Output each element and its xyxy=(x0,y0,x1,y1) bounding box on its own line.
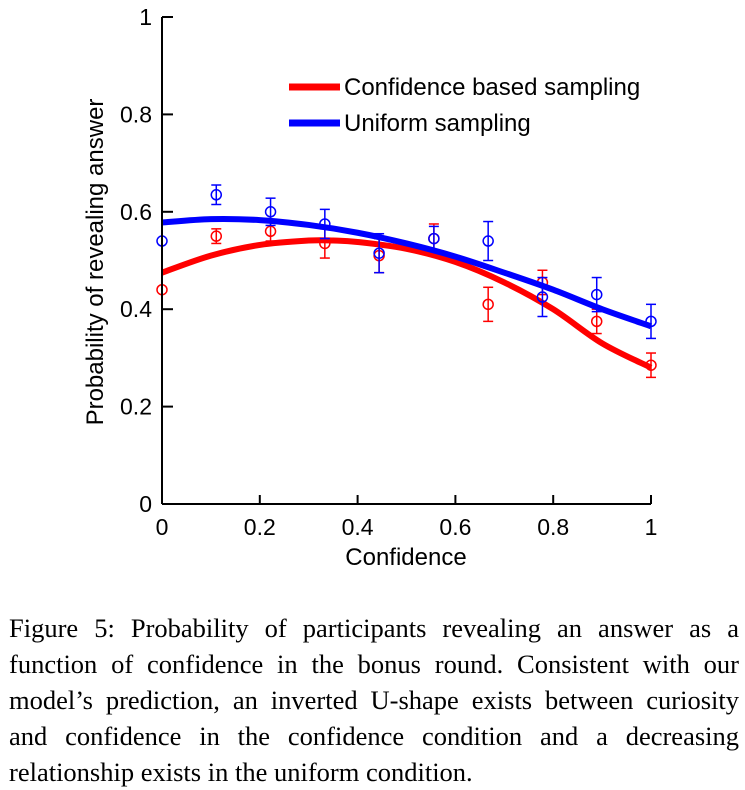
data-point xyxy=(590,288,603,301)
y-tick-label: 0.4 xyxy=(120,296,152,322)
x-ticks: 0 0.2 0.4 0.6 0.8 1 xyxy=(156,495,658,540)
series-1 xyxy=(156,184,657,340)
x-tick-label: 0 xyxy=(156,514,169,540)
data-point xyxy=(373,247,385,259)
y-axis-label: Probability of revealing answer xyxy=(82,99,109,426)
data-point xyxy=(482,298,494,311)
y-tick-label: 0.6 xyxy=(120,199,152,225)
legend: Confidence based sampling Uniform samplin… xyxy=(289,74,640,137)
series-0-fit-line xyxy=(161,237,653,371)
x-tick-label: 0.4 xyxy=(342,514,374,540)
data-point xyxy=(210,230,223,242)
data-point xyxy=(428,232,440,245)
x-tick-label: 0.2 xyxy=(244,514,276,540)
y-tick-label: 0 xyxy=(139,491,152,517)
plot-area xyxy=(156,184,657,379)
x-tick-label: 0.8 xyxy=(537,514,569,540)
legend-label-0: Confidence based sampling xyxy=(344,74,640,101)
x-tick-label: 1 xyxy=(645,514,658,540)
data-point xyxy=(264,225,277,238)
data-point xyxy=(536,291,549,303)
data-point xyxy=(264,206,277,218)
data-point xyxy=(645,315,657,328)
data-point xyxy=(210,189,223,201)
x-axis-label: Confidence xyxy=(345,544,466,571)
data-point xyxy=(645,359,657,371)
x-tick-label: 0.6 xyxy=(439,514,471,540)
y-ticks: 0 0.2 0.4 0.6 0.8 1 xyxy=(120,4,173,517)
y-tick-label: 1 xyxy=(139,4,152,30)
legend-label-1: Uniform sampling xyxy=(344,110,531,137)
figure-caption: Figure 5: Probability of participants re… xyxy=(9,613,739,787)
chart: 0 0.2 0.4 0.6 0.8 1 0 0.2 0.4 0.6 0.8 1 Confidence… xyxy=(82,4,658,571)
data-point xyxy=(319,218,331,230)
y-tick-label: 0.8 xyxy=(120,101,152,127)
y-tick-label: 0.2 xyxy=(120,394,152,420)
data-point xyxy=(482,235,494,247)
series-1-fit-line xyxy=(161,215,652,330)
data-point xyxy=(590,315,603,328)
